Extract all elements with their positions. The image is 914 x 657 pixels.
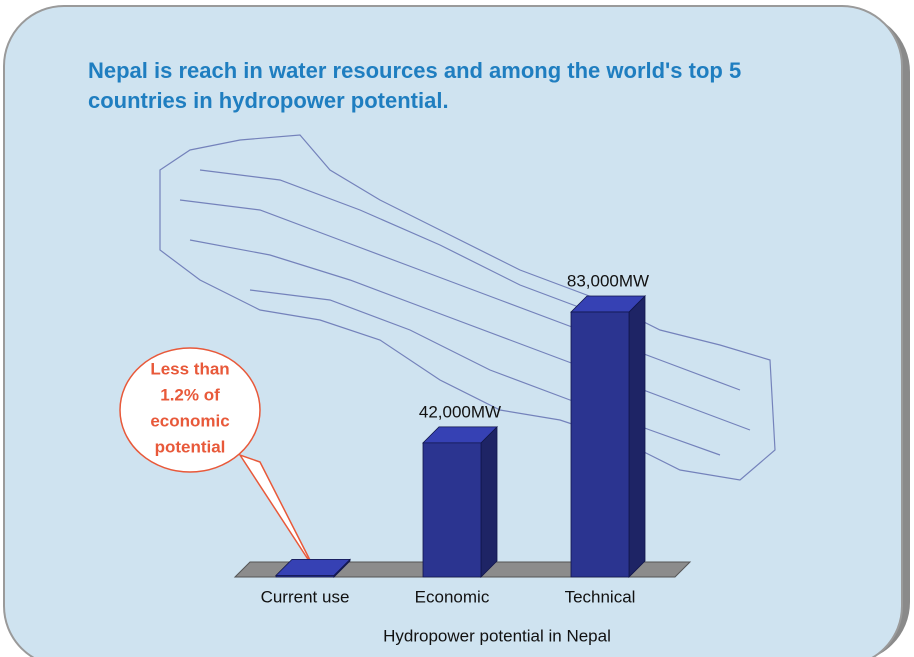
bar-front [422, 442, 482, 578]
x-tick-label: Technical [565, 587, 636, 606]
nepal-map [159, 134, 776, 481]
annotation: 1.2% of [160, 385, 220, 404]
x-tick-label: Economic [415, 587, 490, 606]
bar-side [480, 425, 498, 578]
panel [3, 5, 903, 657]
value-label: 83,000MW [567, 271, 649, 290]
bar [422, 425, 498, 578]
callout [119, 347, 261, 473]
annotation: economic [150, 411, 229, 430]
chart-title: Nepal is reach in water resources and am… [88, 58, 742, 113]
callout-tail [238, 453, 316, 571]
value-label: 42,000MW [419, 402, 501, 421]
bar-side [628, 295, 646, 578]
bar-front [275, 575, 335, 578]
bar [275, 558, 351, 578]
annotation: potential [155, 437, 226, 456]
x-tick-label: Current use [261, 587, 350, 606]
bar [570, 295, 646, 578]
bar-front [570, 311, 630, 578]
annotation: Less than [150, 359, 229, 378]
x-axis-label: Hydropower potential in Nepal [383, 626, 611, 645]
